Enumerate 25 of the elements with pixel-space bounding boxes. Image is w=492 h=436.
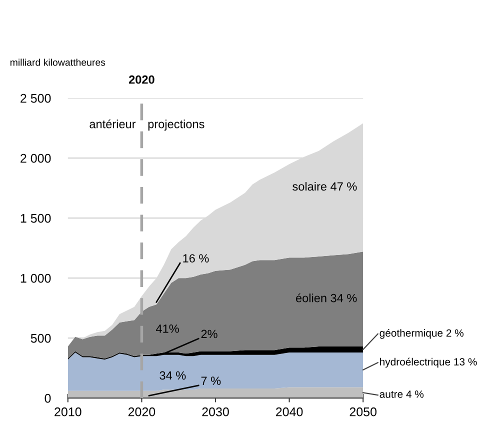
y-tick-label: 2 000 xyxy=(20,154,51,163)
y-tick-label: 2 500 xyxy=(20,94,51,103)
y-tick-label: 1 000 xyxy=(20,274,51,283)
series-label: solaire 47 % xyxy=(292,182,357,191)
x-tick-label: 2010 xyxy=(54,407,82,416)
y-axis-title: milliard kilowattheures xyxy=(10,58,106,66)
y-tick-label: 500 xyxy=(30,334,51,343)
x-tick-label: 2020 xyxy=(128,407,156,416)
series-label: autre 4 % xyxy=(380,390,424,398)
x-tick-label: 2030 xyxy=(202,407,229,416)
series-label: hydroélectrique 13 % xyxy=(380,358,477,368)
x-tick-label: 2040 xyxy=(276,407,303,416)
series-label: géothermique 2 % xyxy=(380,328,464,339)
annotation: 41% xyxy=(156,324,179,333)
annotation: 7 % xyxy=(201,376,221,385)
annotation: 34 % xyxy=(160,371,186,380)
annotation: 16 % xyxy=(183,254,209,263)
y-tick-label: 0 xyxy=(44,394,51,403)
ref-line-label: 2020 xyxy=(128,75,154,84)
series-label: éolien 34 % xyxy=(296,293,357,302)
annotation: 2% xyxy=(201,330,218,338)
y-tick-label: 1 500 xyxy=(20,214,51,223)
annotation: antérieur xyxy=(90,119,136,128)
x-tick-label: 2050 xyxy=(350,407,377,416)
annotation: projections xyxy=(148,120,204,131)
